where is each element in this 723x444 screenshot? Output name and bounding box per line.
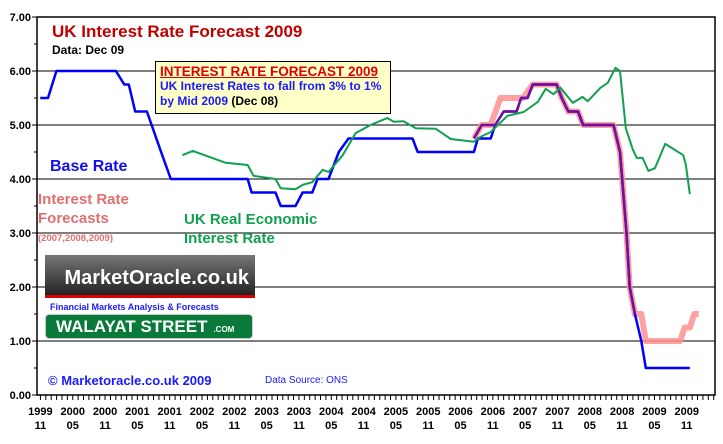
x-tick-label-year: 2003: [254, 406, 278, 418]
y-tick-label: 7.00: [10, 12, 31, 24]
annotation-body: UK Interest Rates to fall from 3% to 1% …: [160, 79, 382, 108]
x-tick-label-year: 2000: [93, 406, 117, 418]
x-tick-label-month: 11: [422, 420, 434, 432]
x-tick-label-month: 05: [519, 420, 531, 432]
x-tick-label-year: 2002: [222, 406, 246, 418]
x-tick-label-year: 2006: [448, 406, 472, 418]
x-tick-label-year: 2005: [416, 406, 440, 418]
label-base-rate: Base Rate: [50, 158, 128, 175]
y-tick-label: 6.00: [10, 66, 31, 78]
x-tick-label-month: 11: [35, 420, 47, 432]
x-tick-label-month: 05: [390, 420, 402, 432]
logo-name: MarketOracle.co.uk: [45, 255, 255, 298]
data-source: Data Source: ONS: [265, 375, 348, 386]
x-tick-label-year: 2008: [610, 406, 634, 418]
y-tick-label: 0.00: [10, 390, 31, 402]
x-tick-label-month: 05: [325, 420, 337, 432]
x-tick-label-year: 2004: [351, 406, 376, 418]
logo-tagline: Financial Markets Analysis & Forecasts: [50, 302, 219, 312]
y-tick-label: 1.00: [10, 336, 31, 348]
x-tick-label-year: 2003: [287, 406, 311, 418]
label-forecasts: Interest Rate Forecasts: [38, 191, 129, 227]
x-tick-label-month: 05: [454, 420, 466, 432]
annotation-heading: INTEREST RATE FORECAST 2009: [160, 64, 379, 79]
series-line-uk-real-economic-interest-rate: [182, 66, 691, 195]
market-oracle-logo: MarketOracle.co.uk Financial Markets Ana…: [45, 255, 255, 341]
y-tick-label: 3.00: [10, 228, 31, 240]
y-tick-label: 4.00: [10, 174, 31, 186]
x-tick-label-year: 2002: [190, 406, 214, 418]
x-tick-label-year: 2008: [578, 406, 602, 418]
walayat-street-logo: WALAYAT STREET .COM: [45, 314, 253, 339]
x-tick-label-year: 2001: [125, 406, 149, 418]
label-real-rate: UK Real Economic Interest Rate: [184, 211, 318, 247]
x-tick-label-year: 2006: [481, 406, 505, 418]
annotation-box: INTEREST RATE FORECAST 2009 UK Interest …: [155, 61, 391, 114]
copyright: © Marketoracle.co.uk 2009: [48, 373, 212, 388]
street-suffix: .COM: [213, 325, 235, 334]
x-tick-label-month: 11: [487, 420, 499, 432]
x-tick-label-year: 2007: [545, 406, 569, 418]
x-tick-label-month: 11: [358, 420, 370, 432]
x-tick-label-month: 05: [196, 420, 208, 432]
y-tick-label: 5.00: [10, 120, 31, 132]
x-tick-label-year: 2001: [157, 406, 181, 418]
x-tick-label-month: 11: [681, 420, 693, 432]
x-tick-label-year: 2004: [319, 406, 344, 418]
x-tick-label-year: 1999: [28, 406, 52, 418]
series-line-forecast-2008: [472, 83, 637, 315]
x-tick-label-month: 11: [552, 420, 564, 432]
chart-title: UK Interest Rate Forecast 2009: [52, 22, 303, 41]
x-tick-label-month: 11: [99, 420, 111, 432]
x-tick-label-month: 05: [648, 420, 660, 432]
x-tick-label-year: 2005: [384, 406, 408, 418]
street-text: WALAYAT STREET: [56, 317, 208, 336]
x-tick-label-month: 11: [616, 420, 628, 432]
x-tick-label-year: 2009: [675, 406, 699, 418]
x-tick-label-month: 05: [261, 420, 273, 432]
x-tick-label-month: 11: [229, 420, 241, 432]
y-tick-label: 2.00: [10, 282, 31, 294]
x-tick-label-month: 11: [164, 420, 176, 432]
x-tick-label-year: 2000: [60, 406, 84, 418]
x-tick-label-month: 11: [293, 420, 305, 432]
annotation-date: (Dec 08): [231, 94, 279, 108]
x-tick-label-month: 05: [584, 420, 596, 432]
label-forecast-years: (2007,2008,2009): [38, 233, 114, 244]
chart-subtitle: Data: Dec 09: [52, 43, 125, 57]
x-tick-label-month: 05: [67, 420, 79, 432]
x-tick-label-month: 05: [131, 420, 143, 432]
x-tick-label-year: 2007: [513, 406, 537, 418]
x-tick-label-year: 2009: [642, 406, 666, 418]
